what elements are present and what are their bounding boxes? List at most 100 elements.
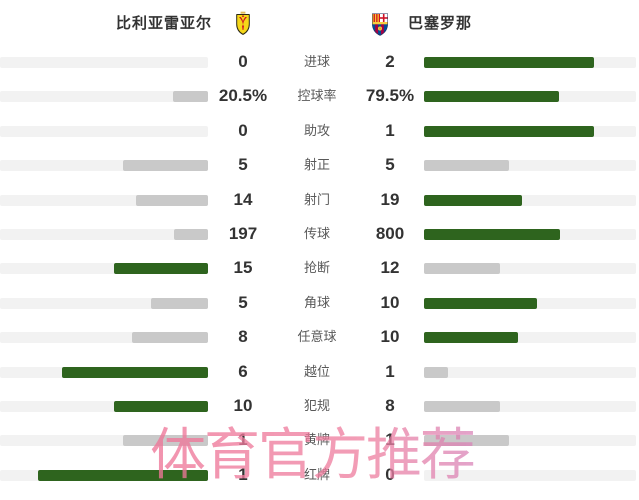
home-stat-value: 1 bbox=[238, 430, 248, 450]
home-bar-track bbox=[0, 229, 208, 240]
home-bar-fill bbox=[123, 435, 208, 447]
stat-label: 控球率 bbox=[297, 88, 337, 104]
home-stat-value: 0 bbox=[238, 120, 248, 140]
stat-label: 越位 bbox=[303, 363, 330, 379]
away-bar-fill bbox=[424, 366, 448, 378]
home-bar-fill bbox=[173, 91, 208, 103]
home-stat-value: 197 bbox=[228, 224, 258, 243]
stat-row: 197 传球 800 bbox=[0, 217, 639, 251]
away-bar-track bbox=[424, 435, 636, 447]
home-bar-track bbox=[0, 57, 208, 68]
home-bar-fill bbox=[123, 160, 208, 172]
away-bar-track bbox=[424, 401, 636, 412]
away-stat-value: 0 bbox=[385, 464, 395, 484]
stat-label: 黄牌 bbox=[303, 432, 330, 448]
home-stat-value: 10 bbox=[233, 396, 253, 415]
stat-label: 角球 bbox=[303, 294, 330, 310]
away-bar-track bbox=[424, 469, 636, 481]
away-stat-value: 1 bbox=[385, 430, 395, 450]
home-bar-fill bbox=[136, 194, 208, 206]
away-bar-track bbox=[424, 297, 636, 309]
home-bar-fill bbox=[62, 366, 208, 378]
home-bar-track bbox=[0, 263, 208, 275]
away-bar-fill bbox=[424, 91, 559, 103]
home-team-name: 比利亚雷亚尔 bbox=[115, 15, 212, 32]
away-stat-value: 10 bbox=[380, 292, 400, 312]
home-bar-fill bbox=[132, 332, 208, 344]
away-bar-fill bbox=[424, 57, 594, 68]
stat-label: 射门 bbox=[303, 191, 330, 207]
stat-row: 14 射门 19 bbox=[0, 183, 639, 217]
away-bar-fill bbox=[424, 229, 560, 240]
home-bar-fill bbox=[114, 263, 208, 275]
away-bar-track bbox=[424, 229, 636, 240]
away-bar-fill bbox=[424, 160, 509, 172]
home-stat-value: 1 bbox=[238, 464, 248, 484]
home-stat-value: 20.5% bbox=[218, 86, 268, 106]
away-bar-track bbox=[424, 194, 636, 206]
away-bar-track bbox=[424, 332, 636, 344]
stat-label: 助攻 bbox=[303, 122, 330, 138]
home-stat-value: 0 bbox=[238, 52, 248, 71]
home-bar-fill bbox=[151, 297, 208, 309]
home-stat-value: 5 bbox=[238, 155, 248, 175]
stat-label: 任意球 bbox=[297, 329, 337, 345]
stat-row: 1 红牌 0 bbox=[0, 458, 639, 492]
home-bar-track bbox=[0, 297, 208, 309]
away-bar-track bbox=[424, 160, 636, 172]
stat-label: 进球 bbox=[303, 54, 330, 69]
home-bar-track bbox=[0, 332, 208, 344]
away-bar-fill bbox=[424, 263, 500, 275]
home-bar-fill bbox=[174, 229, 208, 240]
stat-row: 6 越位 1 bbox=[0, 355, 639, 389]
home-bar-track bbox=[0, 435, 208, 447]
home-bar-track bbox=[0, 160, 208, 172]
away-stat-value: 19 bbox=[380, 189, 400, 209]
stat-label: 射正 bbox=[303, 157, 330, 173]
away-bar-fill bbox=[424, 194, 522, 206]
villarreal-crest-icon bbox=[236, 11, 250, 35]
stat-label: 犯规 bbox=[303, 398, 330, 413]
away-stat-value: 800 bbox=[375, 224, 405, 243]
away-bar-track bbox=[424, 125, 636, 137]
home-bar-fill bbox=[114, 401, 208, 412]
stat-row: 20.5% 控球率 79.5% bbox=[0, 79, 639, 113]
away-bar-fill bbox=[424, 332, 518, 344]
barcelona-crest-icon bbox=[372, 13, 388, 36]
home-stat-value: 5 bbox=[238, 292, 248, 312]
stat-row: 1 黄牌 1 bbox=[0, 423, 639, 457]
away-bar-track bbox=[424, 366, 636, 378]
away-bar-fill bbox=[424, 297, 537, 309]
stat-label: 抢断 bbox=[303, 260, 330, 276]
away-team-name: 巴塞罗那 bbox=[408, 15, 473, 32]
home-bar-track bbox=[0, 401, 208, 412]
home-bar-track bbox=[0, 366, 208, 378]
stat-label: 传球 bbox=[303, 226, 330, 241]
home-stat-value: 15 bbox=[233, 258, 253, 278]
stat-row: 15 抢断 12 bbox=[0, 251, 639, 285]
away-stat-value: 1 bbox=[385, 361, 395, 381]
stat-row: 8 任意球 10 bbox=[0, 320, 639, 354]
away-bar-fill bbox=[424, 125, 594, 137]
home-stat-value: 14 bbox=[233, 189, 253, 209]
away-bar-track bbox=[424, 263, 636, 275]
stat-row: 5 角球 10 bbox=[0, 286, 639, 320]
home-bar-fill bbox=[38, 469, 208, 481]
away-bar-fill bbox=[424, 401, 500, 412]
home-bar-track bbox=[0, 125, 208, 137]
home-stat-value: 6 bbox=[238, 361, 248, 381]
away-stat-value: 12 bbox=[380, 258, 400, 278]
away-stat-value: 10 bbox=[380, 327, 400, 347]
home-bar-track bbox=[0, 194, 208, 206]
away-bar-track bbox=[424, 91, 636, 103]
away-bar-track bbox=[424, 57, 636, 68]
away-stat-value: 5 bbox=[385, 155, 395, 175]
away-stat-value: 79.5% bbox=[365, 86, 415, 106]
stat-row: 0 进球 2 bbox=[0, 45, 639, 79]
away-stat-value: 2 bbox=[385, 52, 395, 71]
stat-row: 5 射正 5 bbox=[0, 148, 639, 182]
home-stat-value: 8 bbox=[238, 327, 248, 347]
away-stat-value: 1 bbox=[385, 120, 395, 140]
